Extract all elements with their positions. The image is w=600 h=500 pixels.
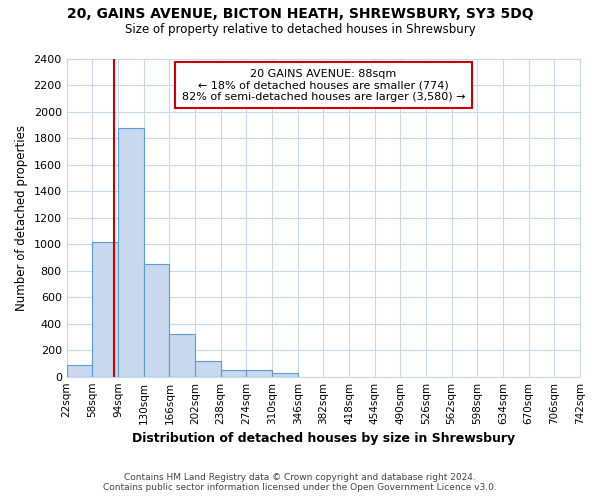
Bar xyxy=(67,365,92,376)
Bar xyxy=(272,372,298,376)
Bar xyxy=(169,334,195,376)
Y-axis label: Number of detached properties: Number of detached properties xyxy=(15,125,28,311)
Bar xyxy=(247,370,272,376)
Bar xyxy=(221,370,247,376)
Bar xyxy=(195,361,221,376)
Text: 20, GAINS AVENUE, BICTON HEATH, SHREWSBURY, SY3 5DQ: 20, GAINS AVENUE, BICTON HEATH, SHREWSBU… xyxy=(67,8,533,22)
Text: Contains HM Land Registry data © Crown copyright and database right 2024.
Contai: Contains HM Land Registry data © Crown c… xyxy=(103,473,497,492)
Bar xyxy=(143,264,169,376)
Text: 20 GAINS AVENUE: 88sqm
← 18% of detached houses are smaller (774)
82% of semi-de: 20 GAINS AVENUE: 88sqm ← 18% of detached… xyxy=(182,68,465,102)
Bar xyxy=(118,128,143,376)
Bar xyxy=(92,242,118,376)
Text: Size of property relative to detached houses in Shrewsbury: Size of property relative to detached ho… xyxy=(125,22,475,36)
X-axis label: Distribution of detached houses by size in Shrewsbury: Distribution of detached houses by size … xyxy=(132,432,515,445)
